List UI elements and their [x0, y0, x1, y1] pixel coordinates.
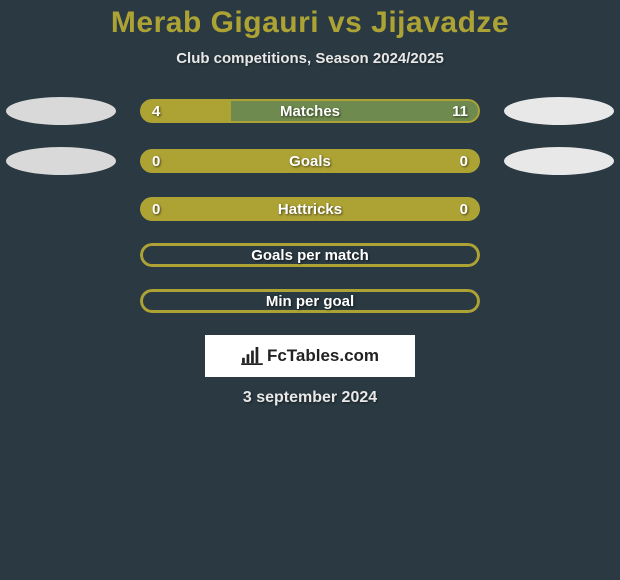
stat-row: 4 Matches 11: [0, 97, 620, 125]
value-left: 4: [152, 103, 160, 120]
stat-label: Goals per match: [251, 247, 369, 264]
value-right: 0: [460, 201, 468, 218]
date-text: 3 september 2024: [0, 389, 620, 407]
logo-text: FcTables.com: [267, 346, 379, 366]
stats-rows: 4 Matches 11 0 Goals 0 0 Hattricks 0 Goals per ma…: [0, 97, 620, 313]
stat-bar: 4 Matches 11: [140, 99, 480, 123]
logo-box: FcTables.com: [205, 335, 415, 377]
value-right: 0: [460, 153, 468, 170]
stat-label: Matches: [280, 103, 340, 120]
player-right-marker: [504, 147, 614, 175]
stat-row: 0 Goals 0: [0, 147, 620, 175]
stat-label: Min per goal: [266, 293, 354, 310]
stat-row: 0 Hattricks 0: [0, 197, 620, 221]
stat-bar: Goals per match: [140, 243, 480, 267]
stat-label: Goals: [289, 153, 331, 170]
subtitle: Club competitions, Season 2024/2025: [0, 50, 620, 67]
stat-row: Goals per match: [0, 243, 620, 267]
player-left-marker: [6, 97, 116, 125]
comparison-card: Merab Gigauri vs Jijavadze Club competit…: [0, 0, 620, 407]
stat-bar: 0 Goals 0: [140, 149, 480, 173]
barchart-icon: [241, 347, 263, 365]
stat-bar: Min per goal: [140, 289, 480, 313]
player-right-marker: [504, 97, 614, 125]
stat-bar: 0 Hattricks 0: [140, 197, 480, 221]
stat-label: Hattricks: [278, 201, 342, 218]
value-left: 0: [152, 153, 160, 170]
stat-row: Min per goal: [0, 289, 620, 313]
page-title: Merab Gigauri vs Jijavadze: [0, 6, 620, 40]
logo: FcTables.com: [241, 346, 379, 366]
value-right: 11: [452, 103, 468, 120]
value-left: 0: [152, 201, 160, 218]
player-left-marker: [6, 147, 116, 175]
